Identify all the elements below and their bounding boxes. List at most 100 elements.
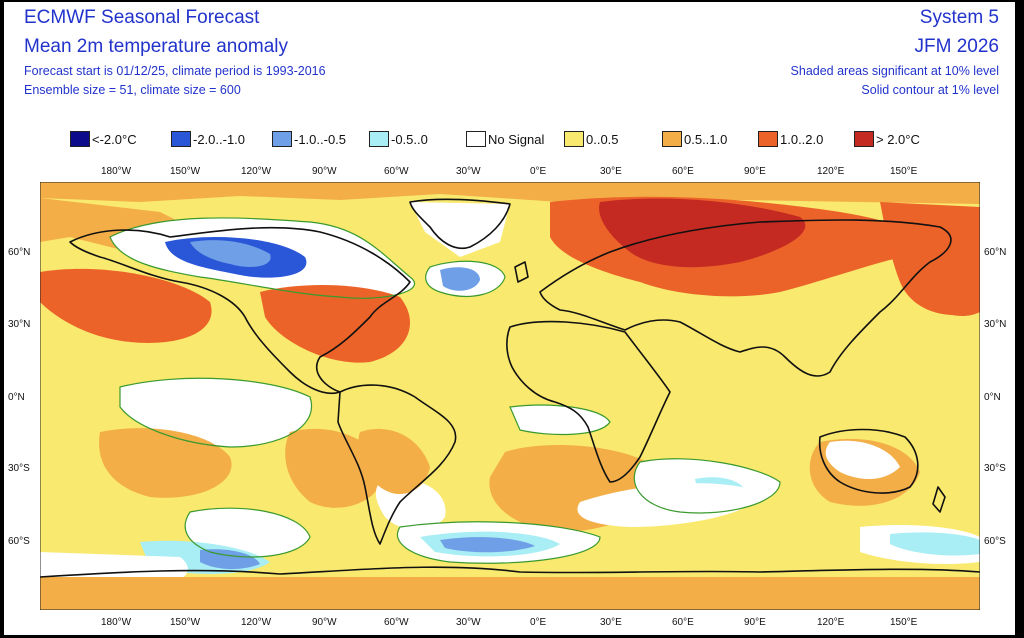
coastline-australia: [818, 428, 919, 494]
legend-item: 1.0..2.0: [758, 129, 823, 149]
contour-significance-note: Solid contour at 1% level: [861, 83, 999, 97]
top-lon-tick: 150°E: [890, 166, 918, 177]
right-lat-tick: 60°S: [984, 536, 1006, 547]
significance-contour: [396, 521, 601, 564]
top-lon-tick: 30°W: [456, 166, 481, 177]
anomaly-region-southern-ocean-cold: [200, 549, 260, 570]
bottom-lon-tick: 30°W: [456, 617, 481, 628]
bottom-lon-tick: 150°W: [170, 617, 201, 628]
bottom-lon-tick: 180°W: [101, 617, 132, 628]
anomaly-region-usa-warm: [260, 285, 410, 363]
top-lon-tick: 90°W: [312, 166, 337, 177]
legend-item: 0.5..1.0: [662, 129, 727, 149]
bottom-lon-tick: 60°E: [672, 617, 694, 628]
significance-contour: [509, 404, 611, 436]
anomaly-region-pacific-warm: [40, 268, 212, 343]
significance-contour: [109, 217, 416, 299]
top-lon-tick: 0°E: [530, 166, 547, 177]
legend-swatch: [854, 131, 874, 147]
legend-label: -0.5..0: [391, 131, 428, 147]
legend-label: -1.0..-0.5: [294, 131, 347, 147]
anomaly-region-eurasia-hot: [599, 198, 806, 268]
legend-swatch: [171, 131, 191, 147]
forecast-figure: ECMWF Seasonal Forecast Mean 2m temperat…: [4, 2, 1015, 635]
left-lat-tick: 30°N: [8, 319, 31, 330]
legend-item: -2.0..-1.0: [171, 129, 245, 149]
anomaly-region-south-pacific-warm: [99, 428, 232, 498]
bottom-lon-tick: 90°W: [312, 617, 337, 628]
anomaly-region-tropical-pacific-nosignal: [120, 378, 312, 447]
top-lon-tick: 180°W: [101, 166, 132, 177]
significance-contour: [425, 260, 506, 297]
anomaly-region-nw-pacific-warm: [920, 280, 980, 317]
coastline-south-america: [337, 384, 457, 545]
top-lon-tick: 120°W: [241, 166, 272, 177]
anomaly-region-atlantic-cold: [440, 267, 480, 291]
anomaly-region-top-band: [40, 182, 980, 204]
system-label: System 5: [919, 7, 999, 28]
legend-label: <-2.0°C: [92, 131, 137, 147]
anomaly-region-antarctic-east-cool: [890, 532, 980, 556]
top-lon-tick: 60°E: [672, 166, 694, 177]
figure-title: ECMWF Seasonal Forecast: [24, 7, 260, 28]
legend-swatch: [369, 131, 389, 147]
legend-label: No Signal: [488, 131, 545, 147]
significance-contour: [633, 458, 781, 514]
significance-contour: [184, 507, 311, 558]
coastline-antarctica: [40, 566, 980, 578]
ensemble-size-info: Ensemble size = 51, climate size = 600: [24, 83, 241, 97]
legend-item: 0..0.5: [564, 129, 619, 149]
shaded-significance-note: Shaded areas significant at 10% level: [790, 64, 999, 78]
coastline-eurasia: [539, 219, 952, 377]
anomaly-region-south-indian-nosignal: [577, 483, 760, 527]
figure-subtitle: Mean 2m temperature anomaly: [24, 36, 289, 57]
anomaly-region-greenland-nosignal: [410, 202, 510, 257]
legend-item: <-2.0°C: [70, 129, 137, 149]
bottom-lon-tick: 60°W: [384, 617, 409, 628]
top-lon-tick: 120°E: [817, 166, 845, 177]
bottom-lon-tick: 30°E: [600, 617, 622, 628]
coastline-new-zealand: [932, 486, 946, 513]
legend-swatch: [662, 131, 682, 147]
bottom-lon-tick: 150°E: [890, 617, 918, 628]
anomaly-region-drake-cold: [440, 537, 535, 553]
right-lat-tick: 30°S: [984, 463, 1006, 474]
top-lon-tick: 150°W: [170, 166, 201, 177]
significance-contour: [119, 377, 313, 448]
legend-swatch: [758, 131, 778, 147]
legend-swatch: [466, 131, 486, 147]
legend-label: -2.0..-1.0: [193, 131, 246, 147]
season-label: JFM 2026: [914, 36, 999, 57]
legend-swatch: [272, 131, 292, 147]
anomaly-region-south-america-warm: [358, 428, 430, 495]
legend-label: > 2.0°C: [876, 131, 920, 147]
coastline-africa: [506, 320, 671, 483]
legend-item: No Signal: [466, 129, 544, 149]
anomaly-region-antarctic-warm: [40, 577, 980, 610]
top-lon-tick: 60°W: [384, 166, 409, 177]
coastline-north-america: [69, 226, 411, 394]
left-lat-tick: 60°S: [8, 536, 30, 547]
bottom-lon-tick: 0°E: [530, 617, 547, 628]
bottom-lon-tick: 120°W: [241, 617, 272, 628]
coastline-uk: [514, 261, 529, 283]
right-lat-tick: 30°N: [984, 319, 1007, 330]
right-lat-tick: 0°N: [984, 392, 1001, 403]
anomaly-map: [40, 182, 980, 610]
anomaly-region-canada-cold-core: [190, 240, 271, 267]
left-lat-tick: 30°S: [8, 463, 30, 474]
left-lat-tick: 60°N: [8, 247, 31, 258]
right-lat-tick: 60°N: [984, 247, 1007, 258]
anomaly-region-gulf-guinea-nosignal: [510, 405, 610, 435]
legend-label: 1.0..2.0: [780, 131, 824, 147]
anomaly-region-australia-nosignal: [825, 440, 900, 479]
bottom-lon-tick: 120°E: [817, 617, 845, 628]
legend-swatch: [70, 131, 90, 147]
top-lon-tick: 90°E: [744, 166, 766, 177]
legend-swatch: [564, 131, 584, 147]
legend-label: 0.5..1.0: [684, 131, 728, 147]
legend-label: 0..0.5: [586, 131, 619, 147]
forecast-start-info: Forecast start is 01/12/25, climate peri…: [24, 64, 326, 78]
top-lon-tick: 30°E: [600, 166, 622, 177]
left-lat-tick: 0°N: [8, 392, 25, 403]
